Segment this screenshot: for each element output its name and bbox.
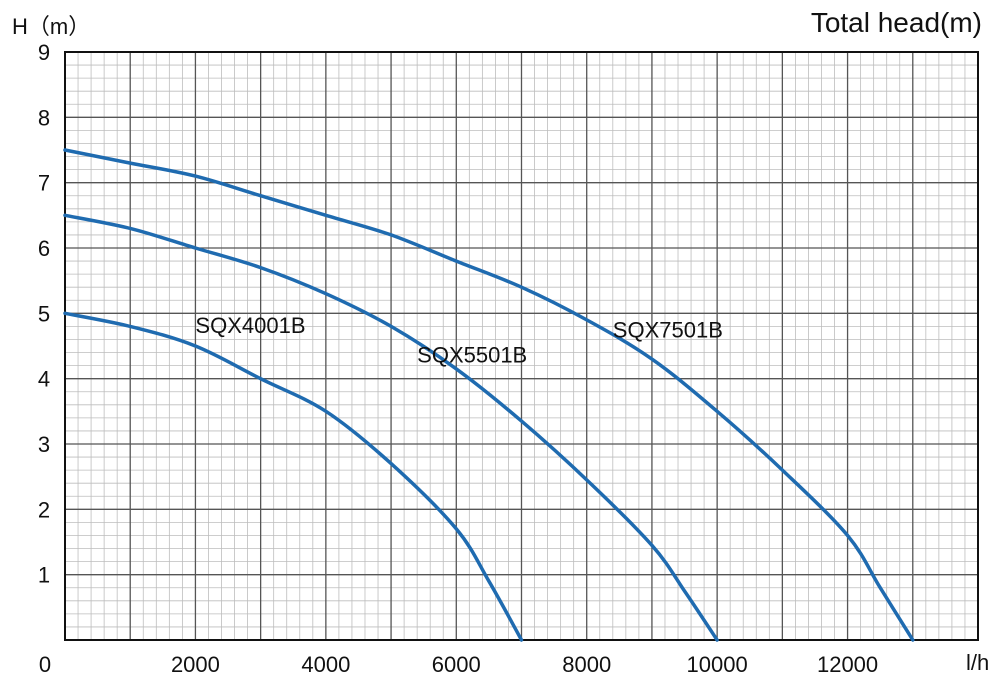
series-labels: SQX4001B SQX5501B SQX7501B: [195, 313, 722, 367]
series-line-sqx5501b: [63, 213, 719, 642]
x-tick-label: 10000: [687, 652, 748, 677]
major-grid: [65, 52, 978, 640]
y-tick-label: 9: [38, 40, 50, 65]
series-label-sqx4001b: SQX4001B: [195, 313, 305, 338]
series-line-sqx7501b: [63, 148, 915, 642]
y-tick-label: 7: [38, 171, 50, 196]
x-tick-labels: 0 2000 4000 6000 8000 10000 12000: [39, 652, 878, 677]
x-tick-label: 2000: [171, 652, 220, 677]
x-tick-label: 6000: [432, 652, 481, 677]
y-tick-label: 6: [38, 236, 50, 261]
y-tick-label: 8: [38, 105, 50, 130]
y-axis-label: H（m）: [12, 14, 90, 39]
x-axis-label: l/h: [966, 650, 989, 675]
y-tick-label: 4: [38, 367, 50, 392]
x-tick-label: 0: [39, 652, 51, 677]
series-label-sqx7501b: SQX7501B: [613, 318, 723, 343]
x-tick-label: 12000: [817, 652, 878, 677]
y-tick-label: 2: [38, 497, 50, 522]
series-label-sqx5501b: SQX5501B: [417, 342, 527, 367]
y-tick-label: 1: [38, 563, 50, 588]
chart-title: Total head(m): [811, 7, 982, 38]
x-tick-label: 4000: [301, 652, 350, 677]
y-tick-label: 3: [38, 432, 50, 457]
y-tick-labels: 1 2 3 4 5 6 7 8 9: [38, 40, 50, 588]
series-layer: [63, 148, 915, 642]
y-tick-label: 5: [38, 301, 50, 326]
series-line-sqx4001b: [63, 311, 524, 642]
x-tick-label: 8000: [562, 652, 611, 677]
